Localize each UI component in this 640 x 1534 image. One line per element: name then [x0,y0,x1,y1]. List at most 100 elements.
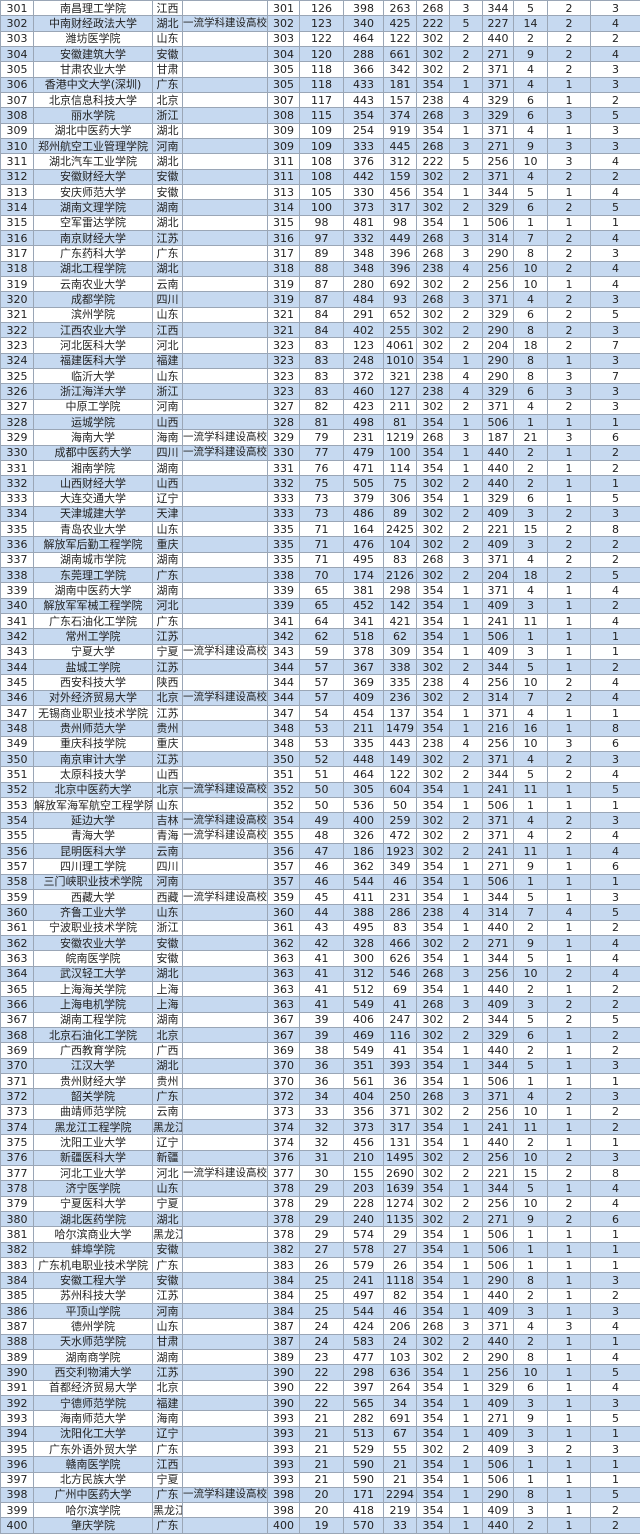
tag-cell [183,982,268,997]
value-c-cell: 302 [417,46,450,61]
rank-2-cell: 342 [268,629,300,644]
rank-2-cell: 356 [268,844,300,859]
school-name-cell: 湖南商学院 [34,1349,153,1364]
value-c-cell: 302 [417,690,450,705]
value-f-cell: 5 [514,1058,548,1073]
value-e-cell: 440 [483,1135,514,1150]
value-f-cell: 8 [514,322,548,337]
rank-cell: 316 [1,230,34,245]
value-d-cell: 2 [450,844,483,859]
value-c-cell: 354 [417,1043,450,1058]
value-a-cell: 469 [344,1027,384,1042]
province-cell: 安徽 [153,169,183,184]
province-cell: 四川 [153,859,183,874]
tag-cell [183,1089,268,1104]
province-cell: 广东 [153,1487,183,1502]
tag-cell [183,1043,268,1058]
rank-cell: 367 [1,1012,34,1027]
value-a-cell: 354 [344,108,384,123]
tag-cell [183,721,268,736]
score-cell: 45 [300,890,344,905]
rank-cell: 348 [1,721,34,736]
tag-cell [183,92,268,107]
value-b-cell: 321 [384,368,417,383]
rank-2-cell: 339 [268,598,300,613]
rank-cell: 313 [1,184,34,199]
province-cell: 广东 [153,568,183,583]
province-cell: 山东 [153,307,183,322]
school-name-cell: 沈阳化工大学 [34,1426,153,1441]
rank-cell: 326 [1,384,34,399]
value-h-cell: 4 [591,46,640,61]
value-e-cell: 440 [483,460,514,475]
rank-cell: 374 [1,1119,34,1134]
province-cell: 河北 [153,598,183,613]
value-f-cell: 1 [514,1227,548,1242]
value-a-cell: 210 [344,1150,384,1165]
rank-cell: 318 [1,261,34,276]
school-name-cell: 宁德师范学院 [34,1395,153,1410]
tag-cell [183,154,268,169]
value-b-cell: 127 [384,384,417,399]
tag-cell: 一流学科建设高校 [183,16,268,31]
value-c-cell: 354 [417,414,450,429]
rank-cell: 345 [1,675,34,690]
value-h-cell: 3 [591,506,640,521]
value-d-cell: 2 [450,399,483,414]
school-name-cell: 曲靖师范学院 [34,1104,153,1119]
value-a-cell: 373 [344,200,384,215]
value-a-cell: 423 [344,399,384,414]
value-a-cell: 590 [344,1472,384,1487]
value-e-cell: 409 [483,1441,514,1456]
rank-cell: 360 [1,905,34,920]
rank-cell: 393 [1,1411,34,1426]
province-cell: 湖南 [153,200,183,215]
value-f-cell: 5 [514,660,548,675]
value-h-cell: 4 [591,184,640,199]
value-a-cell: 570 [344,1518,384,1533]
rank-2-cell: 317 [268,246,300,261]
value-b-cell: 1135 [384,1211,417,1226]
rank-cell: 396 [1,1457,34,1472]
value-h-cell: 3 [591,1395,640,1410]
tag-cell [183,276,268,291]
value-c-cell: 354 [417,1227,450,1242]
value-a-cell: 328 [344,936,384,951]
rank-2-cell: 352 [268,798,300,813]
value-g-cell: 2 [548,568,591,583]
rank-cell: 385 [1,1288,34,1303]
province-cell: 陕西 [153,675,183,690]
rank-2-cell: 393 [268,1457,300,1472]
value-b-cell: 1923 [384,844,417,859]
rank-2-cell: 363 [268,997,300,1012]
rank-2-cell: 339 [268,583,300,598]
tag-cell [183,1058,268,1073]
value-d-cell: 2 [450,31,483,46]
value-d-cell: 1 [450,890,483,905]
tag-cell [183,844,268,859]
tag-cell [183,200,268,215]
school-name-cell: 湖南城市学院 [34,552,153,567]
value-a-cell: 164 [344,522,384,537]
value-c-cell: 302 [417,307,450,322]
value-b-cell: 50 [384,798,417,813]
score-cell: 48 [300,828,344,843]
value-d-cell: 2 [450,522,483,537]
value-a-cell: 366 [344,62,384,77]
value-g-cell: 1 [548,1288,591,1303]
school-name-cell: 肇庆学院 [34,1518,153,1533]
value-c-cell: 354 [417,583,450,598]
school-name-cell: 香港中文大学(深圳) [34,77,153,92]
tag-cell [183,905,268,920]
value-g-cell: 2 [548,399,591,414]
value-e-cell: 371 [483,1319,514,1334]
rank-2-cell: 362 [268,936,300,951]
